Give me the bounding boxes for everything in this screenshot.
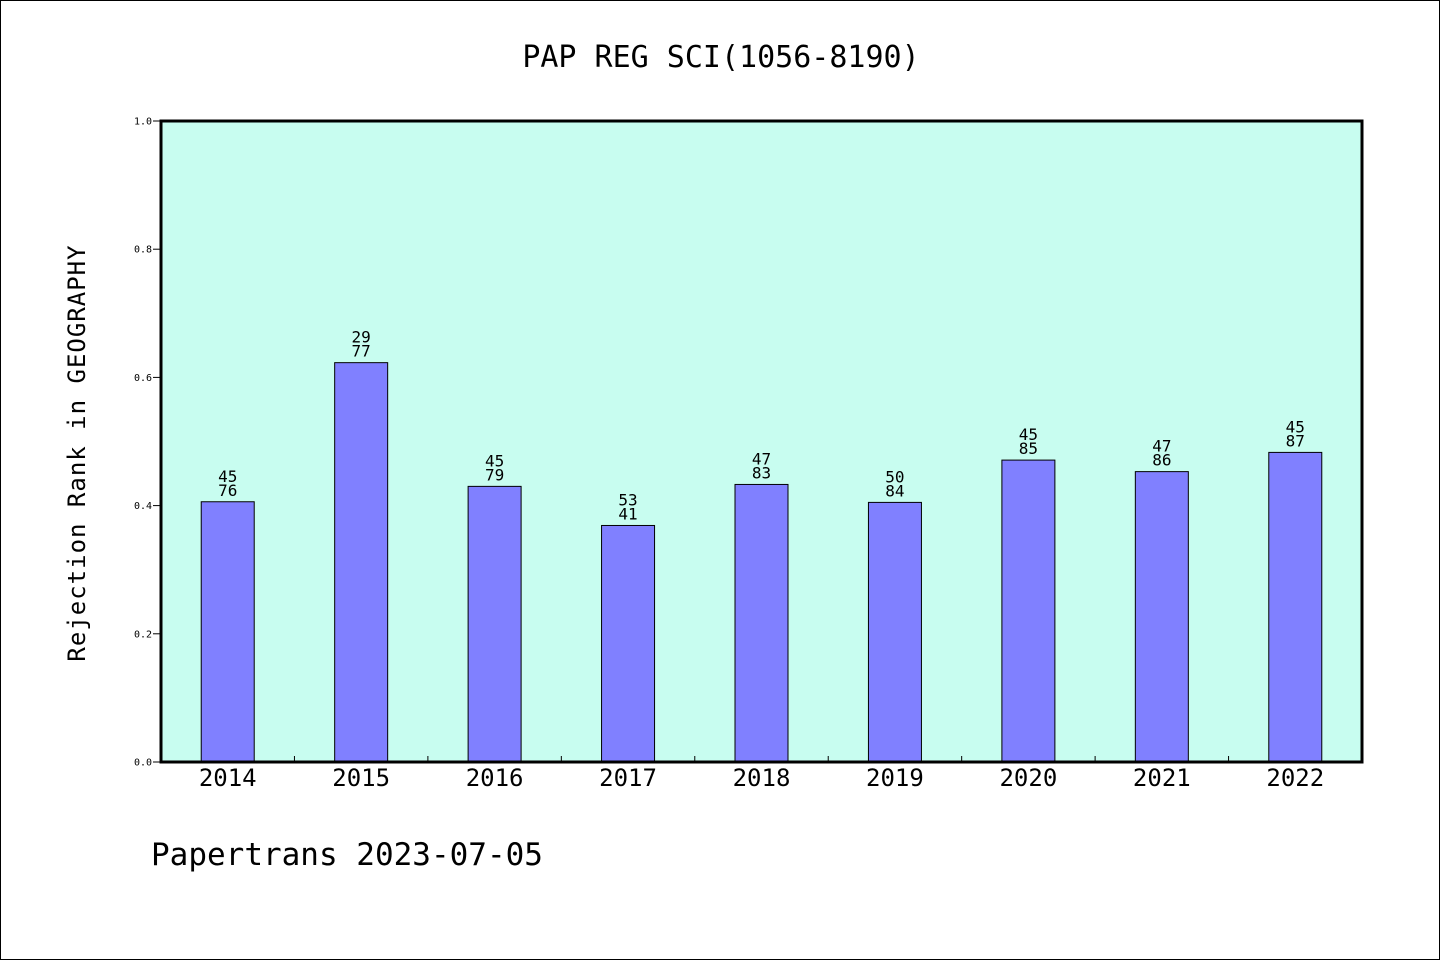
chart-title: PAP REG SCI(1056-8190) [522,40,919,75]
bar-label-top-2015: 29 [352,328,371,347]
bar-label-bottom-2014: 76 [218,481,237,500]
footer-text: Papertrans 2023-07-05 [151,837,543,873]
plot-frame [159,119,1364,764]
y-tick-label-0: 0.0 [134,758,152,769]
x-tick-label-2021: 2021 [1133,764,1191,792]
bar-2018 [734,483,789,763]
bars-group [200,362,1323,763]
x-tick-label-2020: 2020 [999,764,1057,792]
bar-2019 [867,501,922,763]
y-axis: 0.0 0.2 0.4 0.6 0.8 1.0 [134,117,161,769]
bar-label-top-2020: 45 [1019,425,1038,444]
bar-2017 [601,524,656,763]
y-tick-label-4: 0.8 [134,245,152,256]
x-tick-label-2019: 2019 [866,764,924,792]
bar-label-bottom-2020: 85 [1019,439,1038,458]
bar-2021 [1134,471,1189,763]
bar-label-bottom-2017: 41 [618,504,637,523]
x-axis: 2014 2015 2016 2017 2018 2019 2020 2021 2022 [199,756,1324,792]
x-tick-label-2017: 2017 [599,764,657,792]
bar-label-top-2022: 45 [1286,417,1305,436]
bar-label-bottom-2022: 87 [1286,431,1305,450]
bar-2014 [200,501,255,763]
x-tick-label-2014: 2014 [199,764,257,792]
bar-label-top-2018: 47 [752,449,771,468]
bar-label-top-2014: 45 [218,467,237,486]
y-tick-label-5: 1.0 [134,117,152,128]
bar-label-bottom-2021: 86 [1152,451,1171,470]
x-tick-label-2018: 2018 [733,764,791,792]
bar-2022 [1268,451,1323,763]
y-tick-label-1: 0.2 [134,629,152,640]
bar-2020 [1001,459,1056,763]
x-tick-label-2016: 2016 [466,764,524,792]
x-tick-label-2022: 2022 [1266,764,1324,792]
bar-label-bottom-2018: 83 [752,463,771,482]
y-axis-label: Rejection Rank in GEOGRAPHY [63,244,91,661]
x-tick-label-2015: 2015 [332,764,390,792]
bar-label-top-2017: 53 [618,490,637,509]
y-tick-label-2: 0.4 [134,501,152,512]
bar-label-top-2019: 50 [885,467,904,486]
bar-2015 [334,362,389,763]
bar-label-top-2016: 45 [485,451,504,470]
bar-label-bottom-2015: 77 [352,342,371,361]
bar-label-bottom-2016: 79 [485,465,504,484]
y-tick-label-3: 0.6 [134,373,152,384]
bar-label-bottom-2019: 84 [885,481,904,500]
bar-2016 [467,485,522,763]
bar-label-top-2021: 47 [1152,437,1171,456]
